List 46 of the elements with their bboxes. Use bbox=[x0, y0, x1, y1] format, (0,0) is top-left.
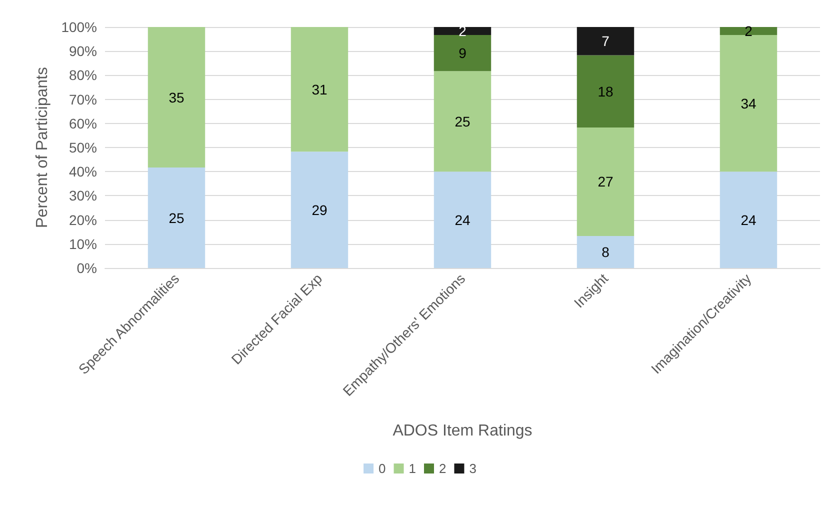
legend-label: 3 bbox=[469, 461, 476, 476]
annotation: 25 bbox=[454, 113, 470, 130]
bar bbox=[576, 236, 634, 268]
bar bbox=[290, 152, 348, 268]
legend-label: 2 bbox=[439, 461, 446, 476]
bar bbox=[148, 168, 206, 268]
annotation: 18 bbox=[598, 83, 614, 100]
bar bbox=[148, 27, 206, 168]
y-tick-label: 60% bbox=[68, 115, 97, 132]
annotation: 2 bbox=[744, 22, 753, 39]
y-tick-label: 40% bbox=[68, 164, 97, 180]
legend-label: 0 bbox=[378, 461, 386, 476]
annotation: 35 bbox=[168, 89, 184, 106]
annotation: 24 bbox=[740, 212, 756, 228]
x-axis-title: ADOS Item Ratings bbox=[392, 422, 532, 440]
annotation: 7 bbox=[602, 33, 610, 50]
bar bbox=[720, 34, 778, 172]
annotation: 9 bbox=[458, 45, 467, 62]
y-tick-label: 80% bbox=[68, 67, 97, 84]
y-tick-label: 50% bbox=[68, 140, 97, 156]
bar bbox=[576, 27, 634, 56]
bar bbox=[720, 27, 778, 35]
annotation: 25 bbox=[168, 210, 184, 226]
bar bbox=[576, 127, 634, 236]
y-tick-label: 100% bbox=[61, 19, 97, 35]
annotation: 8 bbox=[602, 244, 610, 260]
annotation: 27 bbox=[598, 174, 614, 190]
legend-label: 1 bbox=[408, 461, 416, 476]
bar bbox=[434, 34, 492, 72]
annotation: 24 bbox=[454, 212, 470, 228]
annotation: 31 bbox=[312, 81, 328, 98]
annotation: 34 bbox=[740, 95, 756, 112]
bar bbox=[434, 172, 492, 268]
y-tick-label: 20% bbox=[68, 212, 97, 228]
y-tick-label: 70% bbox=[68, 91, 97, 108]
bar bbox=[434, 71, 492, 172]
bar bbox=[720, 172, 778, 268]
y-tick-label: 0% bbox=[76, 260, 97, 276]
y-tick-label: 30% bbox=[68, 188, 97, 204]
bar bbox=[434, 27, 492, 35]
bar bbox=[290, 27, 348, 152]
annotation: 29 bbox=[312, 202, 328, 218]
y-tick-label: 90% bbox=[68, 43, 97, 60]
bar bbox=[576, 55, 634, 128]
y-axis-title: Percent of Participants bbox=[34, 67, 51, 228]
y-tick-label: 10% bbox=[68, 236, 97, 252]
